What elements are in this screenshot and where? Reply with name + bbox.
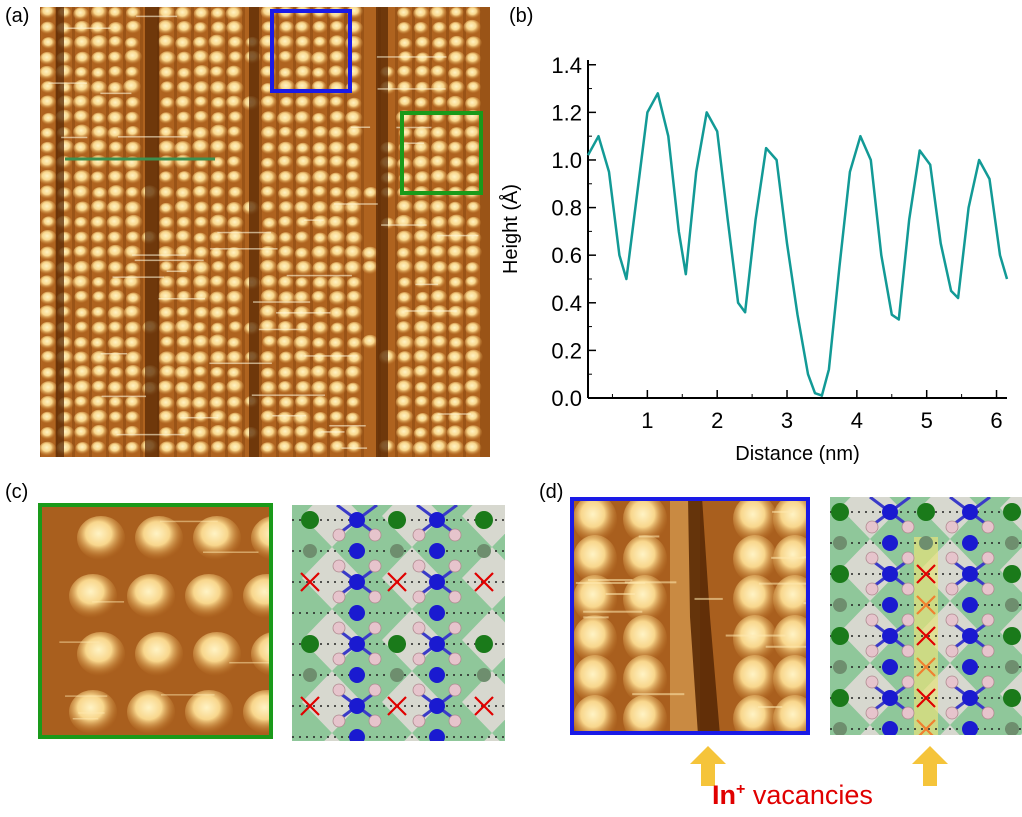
y-tick-label: 0.8: [551, 196, 582, 221]
x-tick-label: 2: [711, 408, 723, 433]
stm-zoom-blue-svg: [570, 497, 810, 735]
x-tick-label: 1: [641, 408, 653, 433]
panel-label-c: (c): [5, 481, 29, 503]
panel-label-b: (b): [509, 5, 534, 27]
stm-zoom-blue: [570, 497, 810, 735]
vacancy-word: vacancies: [745, 780, 873, 810]
panel-label-d: (d): [539, 481, 564, 503]
x-axis-label: Distance (nm): [735, 443, 859, 465]
y-tick-label: 0.4: [551, 291, 582, 316]
x-tick-label: 4: [851, 408, 863, 433]
panel-label-a: (a): [5, 5, 30, 27]
y-axis-label: Height (Å): [499, 184, 522, 274]
y-tick-label: 0.2: [551, 338, 582, 363]
chart-ticks: 0.0 0.2 0.4 0.6 0.8 1.0 1.2 1.4 1 2 3 4 5 6: [551, 53, 1002, 433]
stm-overview-svg: [40, 7, 490, 457]
arrow-up-icon-stm: [690, 746, 726, 786]
stm-overview-image: [40, 7, 490, 457]
crystal-model-d: [830, 497, 1022, 735]
vacancy-charge: +: [736, 781, 746, 798]
crystal-model-d-svg: [830, 497, 1022, 735]
stm-zoom-green-svg: [38, 503, 273, 739]
y-tick-label: 1.2: [551, 100, 582, 125]
x-tick-label: 3: [781, 408, 793, 433]
x-tick-label: 6: [990, 408, 1002, 433]
arrow-up-icon-model: [912, 746, 948, 786]
crystal-model-c-svg: [292, 505, 505, 741]
height-profile-chart: 0.0 0.2 0.4 0.6 0.8 1.0 1.2 1.4 1 2 3 4 5 6 Distance …: [499, 53, 1009, 465]
y-tick-label: 1.0: [551, 148, 582, 173]
y-tick-label: 1.4: [551, 53, 582, 78]
y-tick-label: 0.0: [551, 386, 582, 411]
stm-zoom-green: [38, 503, 273, 739]
vacancy-species: In: [712, 780, 736, 810]
height-profile-line: [586, 92, 1009, 397]
y-tick-label: 0.6: [551, 243, 582, 268]
crystal-model-c: [292, 505, 505, 741]
chart-axes: [587, 60, 1007, 399]
vacancy-caption: In+ vacancies: [712, 780, 873, 811]
x-tick-label: 5: [921, 408, 933, 433]
